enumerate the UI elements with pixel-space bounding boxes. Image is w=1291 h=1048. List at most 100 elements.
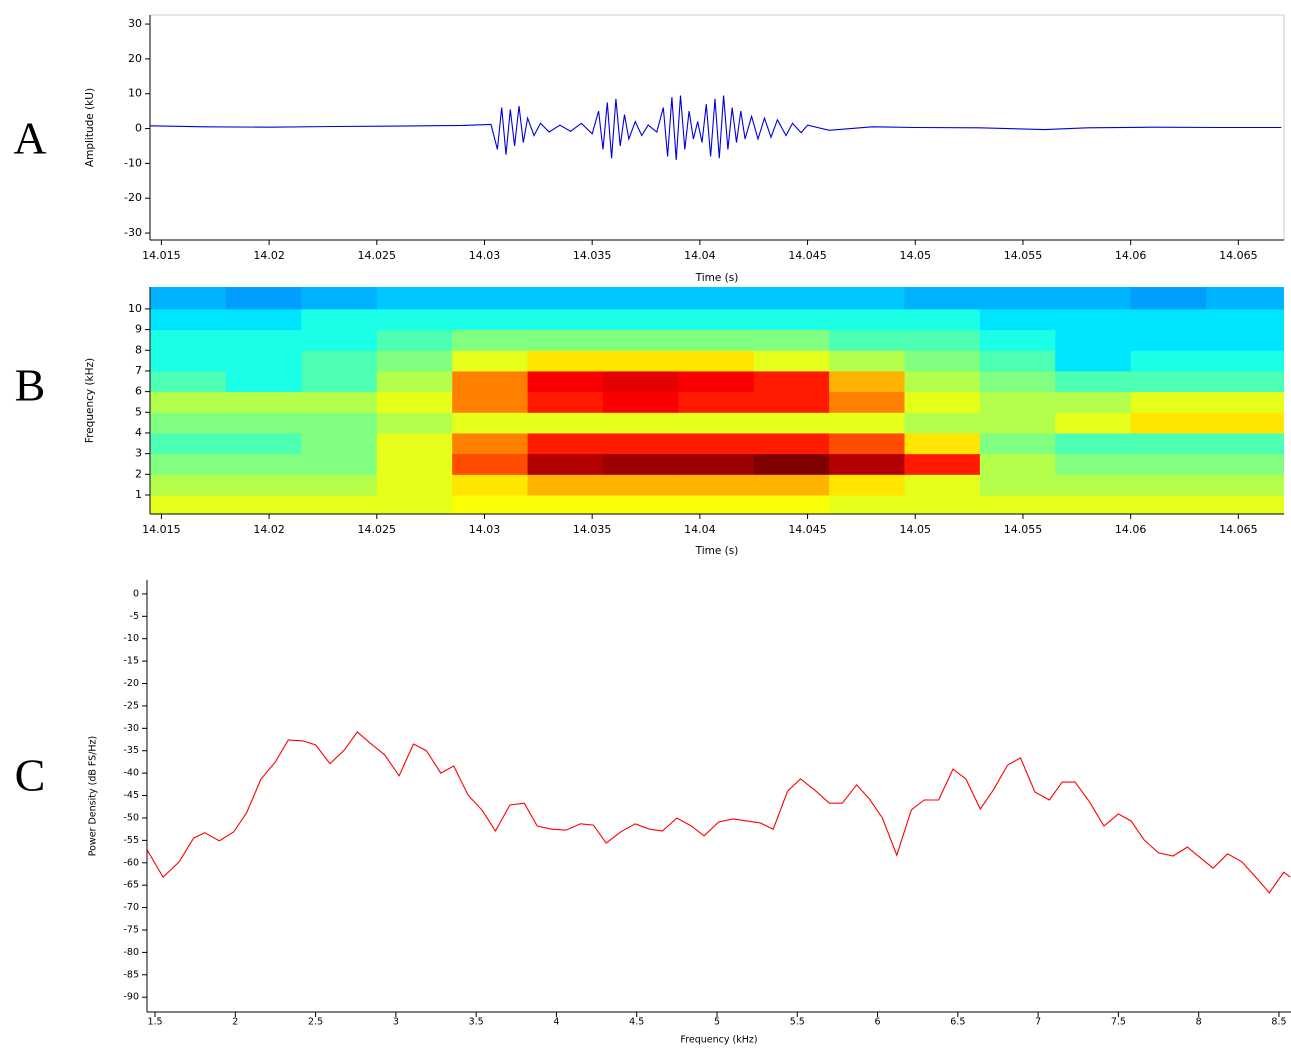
heat-cell [452,474,529,496]
heat-cell [226,287,302,310]
x-tick-label: 4 [553,1017,559,1028]
heat-cell [602,287,679,310]
heat-cell [829,391,905,413]
heat-cell [150,494,227,515]
heat-cell [904,432,981,455]
heat-cell [376,391,453,413]
heat-cell [301,308,378,331]
heat-cell [602,308,679,331]
heat-cell [226,494,302,515]
heat-cell [376,308,453,331]
heat-cell [678,287,755,310]
y-tick-label: -70 [123,902,139,913]
y-tick-label: 10 [128,302,142,315]
heat-cell [1130,350,1207,372]
heat-cell [1055,350,1132,372]
y-tick-label: -25 [123,700,139,711]
heat-cell [678,453,755,475]
heat-cell [376,453,453,475]
heat-cell [602,453,679,475]
x-tick-label: 14.065 [1219,523,1258,536]
heat-cell [376,287,453,310]
heat-cell [1206,370,1285,393]
heat-cell [1055,370,1132,393]
heat-cell [527,494,604,515]
heat-cell [904,474,981,496]
x-tick-label: 2.5 [308,1017,323,1028]
heat-cell [602,329,679,351]
heat-cell [226,370,302,393]
heat-cell [452,412,529,434]
heat-cell [301,391,378,413]
heat-cell [979,474,1056,496]
heat-cell [1055,308,1132,331]
heat-cell [979,391,1056,413]
y-tick-label: 8 [135,343,142,356]
heat-cell [301,474,378,496]
heat-cell [753,391,830,413]
heat-cell [979,350,1056,372]
x-tick-label: 14.045 [788,249,827,262]
heat-cell [301,453,378,475]
heat-cell [979,412,1056,434]
x-axis-label: Time (s) [695,272,739,284]
heat-cell [904,453,981,475]
y-tick-label: 5 [135,405,142,418]
heat-cell [979,453,1056,475]
heat-cell [602,432,679,455]
heat-cell [527,391,604,413]
y-tick-label: 20 [128,52,142,65]
panel: C 1.5 2 2.5 3 3.5 4 4.5 5 5.5 6 6.5 7 7.5 8 8.5 0 -5 -10 -1… [15,580,1291,1046]
heat-cell [753,494,830,515]
heat-cell [1055,474,1132,496]
heat-cell [829,308,905,331]
heat-cell [150,391,227,413]
heat-cell [678,329,755,351]
heat-cell [226,474,302,496]
x-tick-label: 14.02 [253,523,285,536]
heat-cell [1055,329,1132,351]
y-tick-label: 3 [135,447,142,460]
y-tick-label: -30 [123,723,139,734]
heat-cell [904,412,981,434]
heat-cell [150,370,227,393]
heat-cell [753,350,830,372]
heat-cell [301,329,378,351]
heat-cell [602,370,679,393]
heat-cell [150,329,227,351]
y-tick-label: -15 [123,656,139,667]
heat-cell [226,412,302,434]
panel-letter: A [13,113,46,164]
heat-cell [1130,453,1207,475]
heat-cell [753,412,830,434]
heat-cell [376,329,453,351]
heat-cell [452,432,529,455]
heat-cell [1206,453,1285,475]
x-tick-label: 6.5 [950,1017,965,1028]
heat-cell [979,432,1056,455]
y-tick-label: 4 [135,426,142,439]
heat-cell [226,308,302,331]
heat-cell [602,391,679,413]
y-axis-label: Frequency (kHz) [84,358,96,443]
heat-cell [979,370,1056,393]
y-tick-label: 30 [128,17,142,30]
heat-cell [301,432,378,455]
x-tick-label: 4.5 [629,1017,644,1028]
heat-cell [1130,474,1207,496]
heat-cell [527,350,604,372]
heat-cell [527,412,604,434]
panel-letter: B [15,360,46,411]
heat-cell [678,370,755,393]
heat-cell [904,329,981,351]
heat-cell [904,287,981,310]
heat-cell [1130,494,1207,515]
heat-cell [527,453,604,475]
y-tick-label: 7 [135,364,142,377]
y-tick-label: -30 [124,226,142,239]
heat-cell [452,370,529,393]
heat-cell [527,370,604,393]
heat-cell [1130,308,1207,331]
